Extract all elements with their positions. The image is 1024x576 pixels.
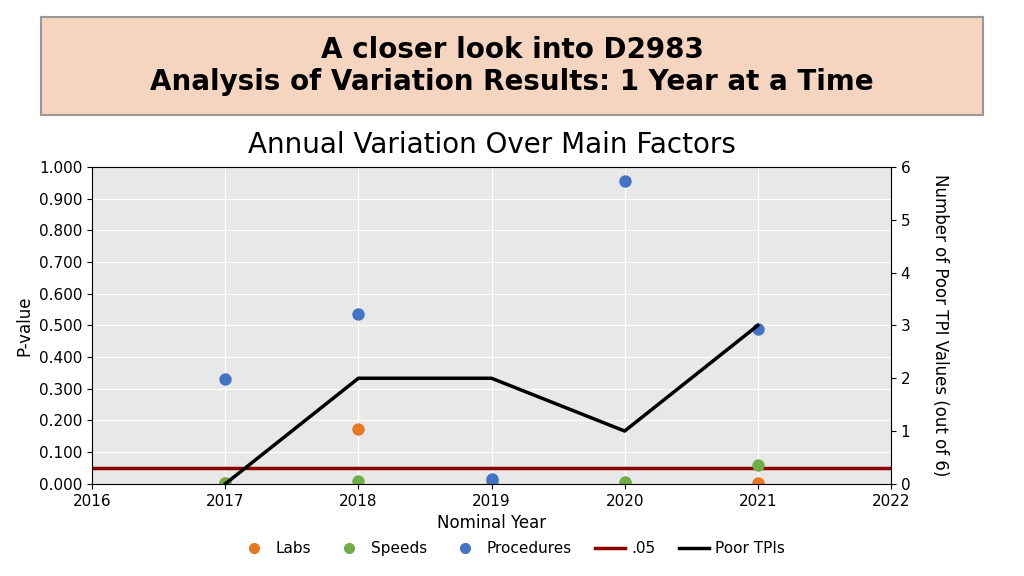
Point [350,425,367,434]
Point [483,478,500,487]
Point [350,477,367,486]
Point [350,310,367,319]
Point [483,475,500,484]
Point [217,478,233,487]
Point [217,375,233,384]
Point [750,478,766,487]
Point [750,324,766,333]
Point [750,460,766,469]
Legend: Labs, Speeds, Procedures, .05, Poor TPIs: Labs, Speeds, Procedures, .05, Poor TPIs [232,535,792,563]
Y-axis label: P-value: P-value [15,295,34,356]
Title: Annual Variation Over Main Factors: Annual Variation Over Main Factors [248,131,735,159]
Point [616,478,633,487]
Point [217,478,233,487]
Text: A closer look into D2983
Analysis of Variation Results: 1 Year at a Time: A closer look into D2983 Analysis of Var… [151,36,873,96]
Point [616,477,633,486]
Point [483,476,500,485]
Point [616,177,633,186]
X-axis label: Nominal Year: Nominal Year [437,514,546,532]
Y-axis label: Number of Poor TPI Values (out of 6): Number of Poor TPI Values (out of 6) [931,175,949,476]
